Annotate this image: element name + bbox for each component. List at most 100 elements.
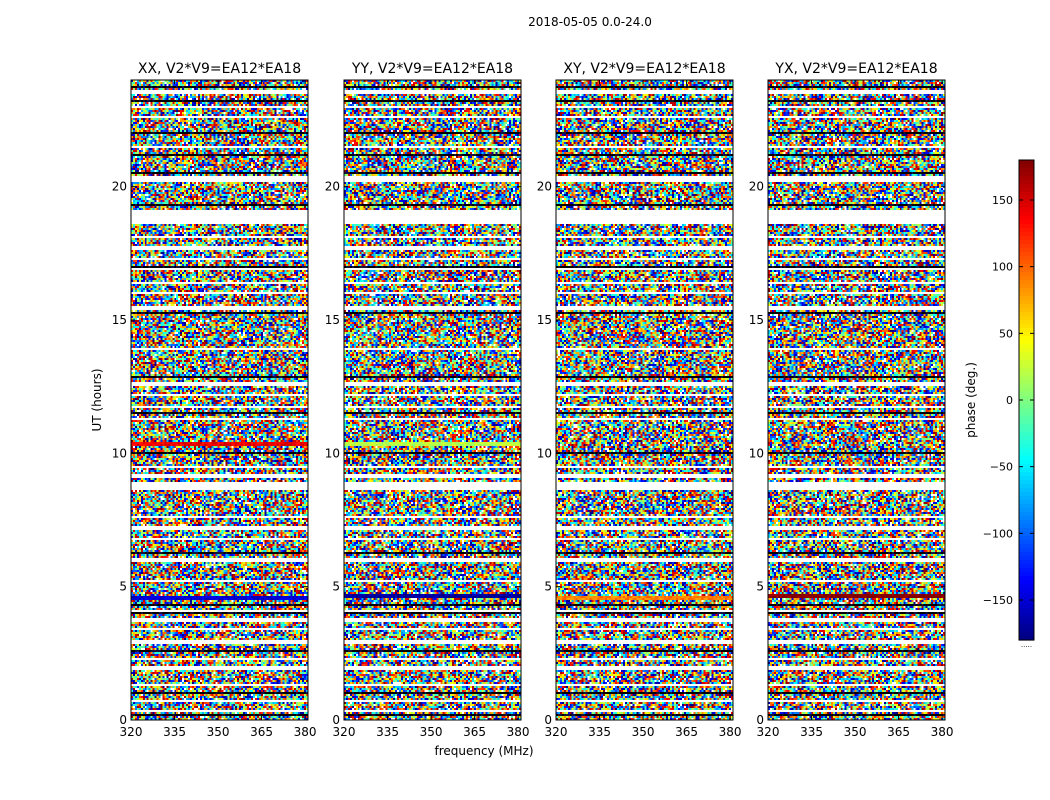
y-tick-label: 0: [756, 713, 764, 727]
colorbar-segment: [1019, 344, 1034, 349]
y-tick-label: 5: [756, 580, 764, 594]
colorbar-segment: [1019, 300, 1034, 305]
colorbar-segment: [1019, 464, 1034, 469]
phase-waterfall-xx: [131, 80, 308, 720]
colorbar-segment: [1019, 280, 1034, 285]
colorbar-segment: [1019, 244, 1034, 249]
x-tick-label: 365: [250, 725, 273, 739]
colorbar-segment: [1019, 544, 1034, 549]
colorbar-segment: [1019, 276, 1034, 281]
colorbar-segment: [1019, 436, 1034, 441]
x-tick-label: 335: [163, 725, 186, 739]
x-tick-label: 320: [120, 725, 143, 739]
colorbar-segment: [1019, 400, 1034, 405]
x-tick-label: 350: [207, 725, 230, 739]
x-tick-label: 380: [931, 725, 954, 739]
colorbar-segment: [1019, 536, 1034, 541]
colorbar-segment: [1019, 444, 1034, 449]
colorbar-segment: [1019, 316, 1034, 321]
x-tick-label: 350: [844, 725, 867, 739]
colorbar-tick-label: 150: [992, 194, 1013, 207]
colorbar-segment: [1019, 204, 1034, 209]
colorbar-segment: [1019, 508, 1034, 513]
colorbar-segment: [1019, 624, 1034, 629]
colorbar-segment: [1019, 420, 1034, 425]
phase-waterfall-yy: [344, 80, 521, 720]
colorbar-segment: [1019, 348, 1034, 353]
colorbar-segment: [1019, 252, 1034, 257]
colorbar-segment: [1019, 604, 1034, 609]
panel-yx: YX, V2*V9=EA12*EA18 320 335 350 365 380 0 5 10 15…: [749, 61, 954, 739]
colorbar-segment: [1019, 484, 1034, 489]
colorbar-segment: [1019, 548, 1034, 553]
colorbar-segment: [1019, 388, 1034, 393]
colorbar-segment: [1019, 196, 1034, 201]
colorbar-segment: [1019, 452, 1034, 457]
x-axis-label: frequency (MHz): [434, 744, 533, 758]
colorbar-tick-label: 50: [999, 327, 1013, 340]
colorbar-segment: [1019, 396, 1034, 401]
colorbar-segment: [1019, 468, 1034, 473]
colorbar-segment: [1019, 636, 1034, 641]
y-tick-label: 5: [119, 580, 127, 594]
x-tick-label: 380: [294, 725, 317, 739]
colorbar-segment: [1019, 456, 1034, 461]
colorbar-segment: [1019, 260, 1034, 265]
colorbar-tick-label: 0: [1006, 394, 1013, 407]
x-tick-label: 365: [887, 725, 910, 739]
colorbar-segment: [1019, 568, 1034, 573]
x-tick-label: 365: [463, 725, 486, 739]
colorbar-segment: [1019, 408, 1034, 413]
y-tick-label: 10: [537, 446, 552, 460]
colorbar-segment: [1019, 524, 1034, 529]
colorbar-segment: [1019, 172, 1034, 177]
colorbar-segment: [1019, 612, 1034, 617]
colorbar-segment: [1019, 404, 1034, 409]
colorbar-segment: [1019, 192, 1034, 197]
colorbar-segment: [1019, 272, 1034, 277]
colorbar-tick-label: −50: [990, 461, 1013, 474]
x-tick-label: 320: [757, 725, 780, 739]
colorbar-segment: [1019, 220, 1034, 225]
colorbar-segment: [1019, 376, 1034, 381]
panel-frame: [130, 79, 309, 721]
colorbar-segment: [1019, 576, 1034, 581]
colorbar-segment: [1019, 268, 1034, 273]
colorbar-segment: [1019, 580, 1034, 585]
y-tick-label: 20: [537, 180, 552, 194]
colorbar-segment: [1019, 480, 1034, 485]
colorbar-segment: [1019, 620, 1034, 625]
panel-title: XY, V2*V9=EA12*EA18: [563, 61, 725, 77]
colorbar-segment: [1019, 296, 1034, 301]
panel-title: YX, V2*V9=EA12*EA18: [774, 61, 937, 77]
colorbar-segment: [1019, 572, 1034, 577]
colorbar-segment: [1019, 460, 1034, 465]
x-tick-label: 320: [333, 725, 356, 739]
y-tick-label: 15: [325, 313, 340, 327]
colorbar-segment: [1019, 428, 1034, 433]
colorbar-segment: [1019, 392, 1034, 397]
colorbar-segment: [1019, 236, 1034, 241]
x-tick-label: 320: [545, 725, 568, 739]
colorbar-tick-label: −100: [983, 527, 1013, 540]
colorbar-segment: [1019, 448, 1034, 453]
colorbar-segment: [1019, 168, 1034, 173]
colorbar-segment: [1019, 588, 1034, 593]
colorbar-segment: [1019, 240, 1034, 245]
colorbar-tick-label: 100: [992, 261, 1013, 274]
panel-yy: YY, V2*V9=EA12*EA18 320 335 350 365 380 0 5 10 15…: [325, 61, 530, 739]
colorbar-segment: [1019, 552, 1034, 557]
y-tick-label: 20: [325, 180, 340, 194]
colorbar-segment: [1019, 248, 1034, 253]
colorbar-segment: [1019, 504, 1034, 509]
colorbar-segment: [1019, 324, 1034, 329]
colorbar-segment: [1019, 608, 1034, 613]
colorbar-segment: [1019, 328, 1034, 333]
y-tick-label: 0: [119, 713, 127, 727]
colorbar-segment: [1019, 308, 1034, 313]
colorbar-segment: [1019, 532, 1034, 537]
y-tick-label: 15: [537, 313, 552, 327]
y-tick-label: 20: [749, 180, 764, 194]
x-tick-label: 380: [719, 725, 742, 739]
y-tick-label: 10: [112, 446, 127, 460]
